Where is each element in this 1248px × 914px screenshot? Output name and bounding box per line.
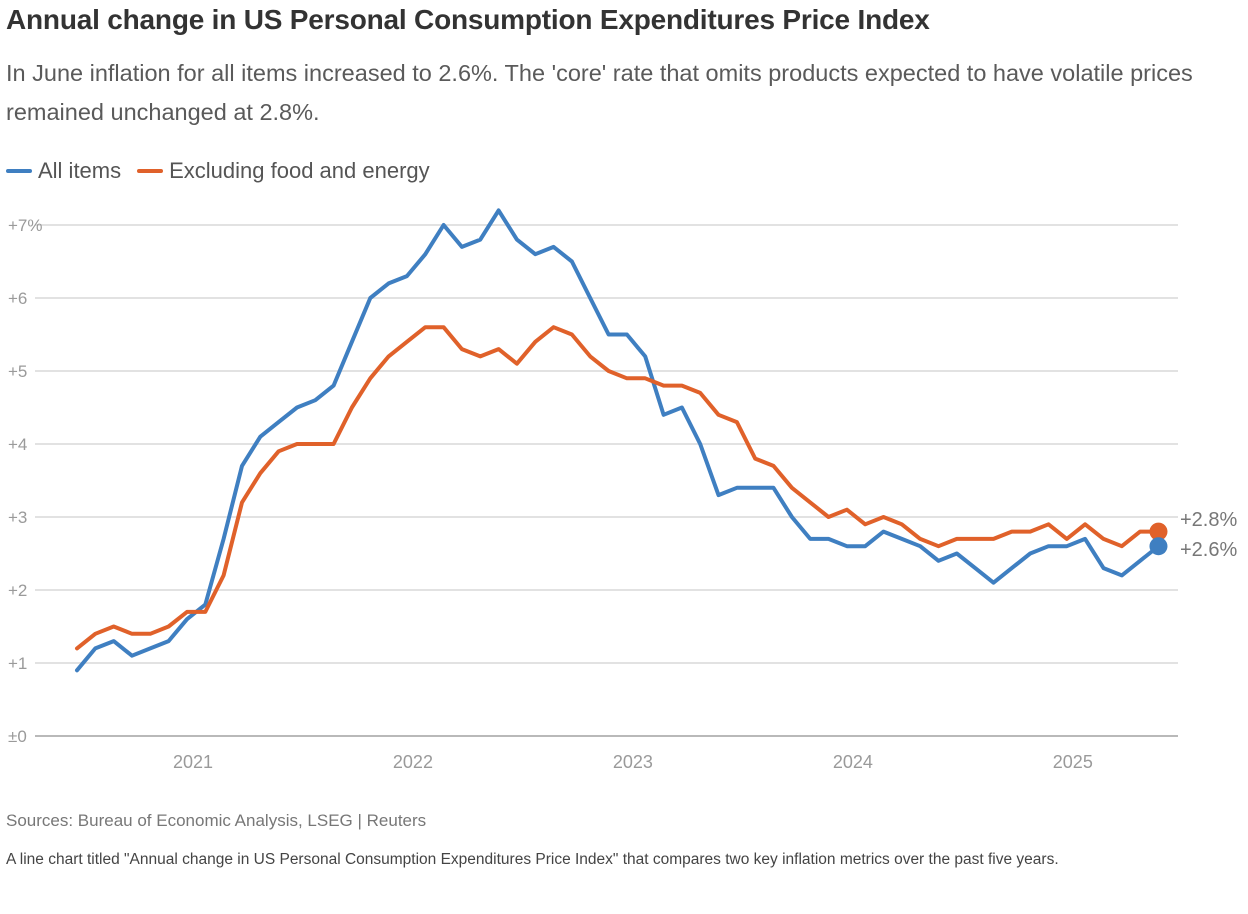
chart-title: Annual change in US Personal Consumption… <box>6 4 930 35</box>
legend-item-all-items: All items <box>6 158 121 184</box>
end-point-all-items <box>1149 537 1168 556</box>
end-label-core: +2.8% <box>1180 509 1237 531</box>
y-tick-label: +5 <box>8 362 27 381</box>
x-tick-label: 2023 <box>613 752 653 772</box>
y-tick-label: +7% <box>8 216 43 235</box>
y-tick-label: +6 <box>8 289 27 308</box>
series-line-core <box>75 325 1161 651</box>
legend-swatch-core <box>137 169 164 173</box>
legend-swatch-all-items <box>6 169 32 173</box>
legend: All items Excluding food and energy <box>6 158 430 184</box>
y-tick-label: +4 <box>8 435 27 454</box>
series-line-all-items <box>75 208 1161 673</box>
y-tick-label: +3 <box>8 508 27 527</box>
legend-item-core: Excluding food and energy <box>137 158 430 184</box>
y-tick-label: +1 <box>8 654 27 673</box>
y-tick-label: ±0 <box>8 727 27 746</box>
legend-label-all-items: All items <box>38 158 122 183</box>
x-tick-label: 2025 <box>1053 752 1093 772</box>
x-tick-label: 2024 <box>833 752 873 772</box>
y-tick-label: +2 <box>8 581 27 600</box>
x-tick-label: 2021 <box>173 752 213 772</box>
chart-description: A line chart titled "Annual change in US… <box>6 851 1059 868</box>
legend-label-core: Excluding food and energy <box>169 158 430 183</box>
chart-subtitle: In June inflation for all items increase… <box>6 60 1193 125</box>
end-label-all-items: +2.6% <box>1180 539 1237 561</box>
source-note: Sources: Bureau of Economic Analysis, LS… <box>6 811 427 830</box>
x-tick-label: 2022 <box>393 752 433 772</box>
end-point-core <box>1149 522 1168 541</box>
